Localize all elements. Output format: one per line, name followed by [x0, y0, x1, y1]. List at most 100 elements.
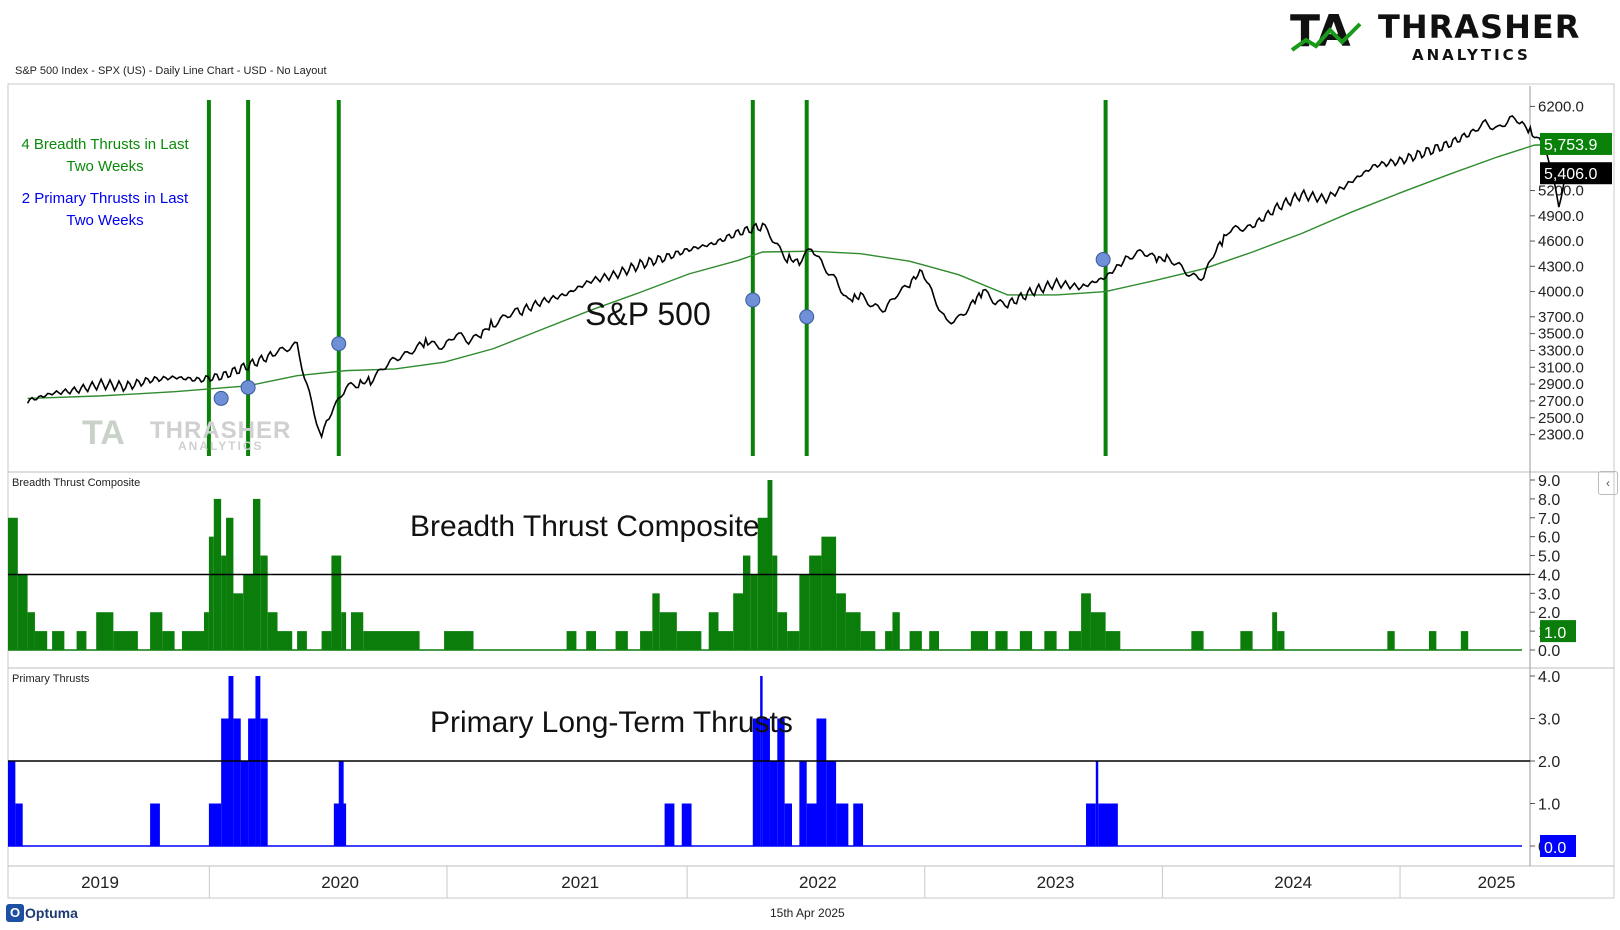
breadth-bar [444, 631, 474, 650]
breadth-last-badge [1540, 620, 1576, 643]
brand-name: THRASHER [1378, 8, 1581, 46]
thrust-marker [240, 379, 256, 395]
primary-bar [1095, 761, 1099, 846]
price-last-badge [1540, 162, 1612, 185]
chart-frame [7, 83, 1615, 899]
primary-bar [233, 718, 241, 846]
primary-bar [208, 803, 222, 846]
primary-last-label: 0.0 [1544, 840, 1566, 857]
breadth-last-label: 1.0 [1544, 625, 1566, 642]
primary-bar [853, 803, 864, 846]
breadth-bar [767, 480, 773, 650]
breadth-tick-label: 9.0 [1538, 473, 1560, 490]
breadth-bar [233, 593, 244, 650]
breadth-bar [321, 631, 332, 650]
breadth-tick-label: 6.0 [1538, 530, 1560, 547]
price-tick-label: 4900.0 [1538, 208, 1584, 225]
ma-200-line [27, 143, 1567, 400]
primary-tick-label: 4.0 [1538, 669, 1560, 686]
breadth-bar [860, 631, 876, 650]
primary-bar [777, 718, 785, 846]
breadth-bar [113, 631, 138, 650]
breadth-bar [341, 612, 347, 650]
primary-bar [826, 761, 837, 846]
primary-bar [338, 761, 344, 846]
price-tick-label: 5200.0 [1538, 183, 1584, 200]
breadth-bar [267, 612, 278, 650]
primary-bar [769, 761, 778, 846]
primary-tick-label: 3.0 [1538, 712, 1560, 729]
breadth-bar [260, 555, 268, 650]
breadth-bar [733, 593, 743, 650]
primary-bar [260, 718, 268, 846]
breadth-bar [8, 517, 18, 650]
x-tick-label: 2022 [799, 873, 837, 892]
price-tick-label: 2900.0 [1538, 376, 1584, 393]
breadth-bar [970, 631, 988, 650]
annotation-breadth: 4 Breadth Thrusts in Last Two Weeks [21, 136, 189, 175]
breadth-bar [181, 631, 204, 650]
breadth-bar [17, 574, 28, 650]
breadth-bar [652, 593, 660, 650]
price-tick-label: 3700.0 [1538, 309, 1584, 326]
x-tick-label: 2020 [321, 873, 359, 892]
breadth-bar [566, 631, 577, 650]
price-last-label: 5,406.0 [1544, 166, 1597, 183]
primary-bar [836, 803, 849, 846]
breadth-bar [809, 555, 822, 650]
breadth-bar [1387, 631, 1395, 650]
breadth-bar [1090, 612, 1106, 650]
breadth-bar [799, 574, 810, 650]
breadth-bar [52, 631, 65, 650]
primary-bar [784, 803, 792, 846]
thrust-marker [331, 336, 347, 352]
price-tick-label: 3100.0 [1538, 359, 1584, 376]
primary-bar [762, 718, 770, 846]
breadth-bar [96, 612, 114, 650]
breadth-bar [640, 631, 653, 650]
breadth-bar [162, 631, 175, 650]
breadth-bar [708, 612, 719, 650]
ta-logo-mark: TA [1290, 6, 1362, 57]
brand-subtitle: ANALYTICS [1412, 46, 1531, 64]
price-tick-label: 4000.0 [1538, 284, 1584, 301]
breadth-bar [208, 536, 214, 650]
footer-date: 15th Apr 2025 [770, 906, 845, 920]
breadth-bar [743, 555, 751, 650]
optuma-icon: O [6, 904, 24, 922]
thrust-marker [799, 309, 815, 325]
thrust-marker [745, 292, 761, 308]
breadth-bar [363, 631, 420, 650]
primary-bar [240, 761, 249, 846]
breadth-bar [845, 612, 861, 650]
breadth-bar [821, 536, 837, 650]
breadth-bar [757, 517, 768, 650]
breadth-bar [995, 631, 1008, 650]
breadth-tick-label: 3.0 [1538, 586, 1560, 603]
watermark-mark: TA [82, 414, 125, 452]
breadth-bar [1068, 631, 1082, 650]
breadth-bar [676, 631, 702, 650]
breadth-bar [1105, 631, 1121, 650]
breadth-bar [892, 612, 900, 650]
breadth-tick-label: 2.0 [1538, 605, 1560, 622]
primary-panel-title: Primary Long-Term Thrusts [430, 706, 793, 739]
price-tick-label: 6200.0 [1538, 98, 1584, 115]
breadth-panel-label: Breadth Thrust Composite [12, 477, 140, 489]
scroll-arrow[interactable]: ‹ [1598, 471, 1618, 495]
breadth-panel-title: Breadth Thrust Composite [410, 510, 760, 543]
breadth-tick-label: 4.0 [1538, 567, 1560, 584]
primary-tick-label: 1.0 [1538, 797, 1560, 814]
breadth-bar [297, 631, 307, 650]
primary-panel-label: Primary Thrusts [12, 673, 90, 685]
breadth-bar [750, 574, 758, 650]
breadth-bar [331, 555, 342, 650]
annotation-primary: 2 Primary Thrusts in Last Two Weeks [21, 190, 189, 229]
breadth-bar [836, 593, 846, 650]
breadth-tick-label: 7.0 [1538, 511, 1560, 528]
price-tick-label: 4300.0 [1538, 258, 1584, 275]
price-tick-label: 4600.0 [1538, 233, 1584, 250]
primary-bar [150, 803, 160, 846]
x-tick-label: 2024 [1274, 873, 1312, 892]
breadth-bar [586, 631, 596, 650]
